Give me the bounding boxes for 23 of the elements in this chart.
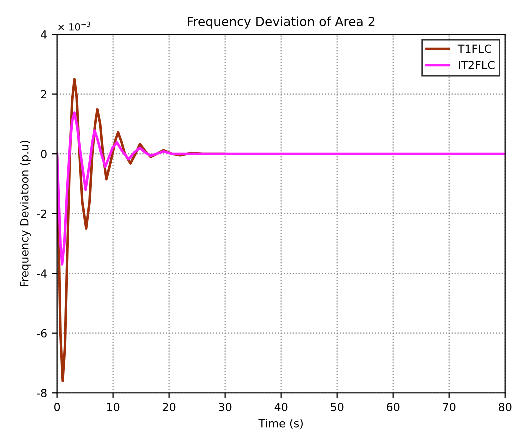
x-tick-label: 20	[163, 403, 176, 412]
chart-title: Frequency Deviation of Area 2	[188, 16, 375, 29]
x-tick-label: 10	[107, 403, 120, 412]
x-tick-label: 60	[387, 403, 400, 412]
x-tick-label: 80	[499, 403, 512, 412]
legend-label: IT2FLC	[458, 61, 495, 70]
x-tick-label: 70	[443, 403, 456, 412]
line-series	[57, 112, 506, 266]
legend-label: T1FLC	[458, 44, 492, 54]
y-tick-label: -8	[37, 389, 47, 398]
y-tick-label: 4	[41, 30, 47, 39]
x-tick-label: 40	[274, 403, 288, 412]
y-tick-label: -4	[37, 270, 47, 278]
x-axis-title: Time (s)	[258, 419, 303, 430]
y-axis-title: Frequency Deviatoon (p.u)	[20, 140, 31, 287]
x-tick-label: 50	[331, 403, 344, 412]
y-tick-label: -6	[37, 329, 47, 338]
y-tick-label: -2	[37, 210, 46, 218]
y-tick-label: 2	[41, 90, 46, 99]
y-tick-label: 0	[41, 150, 47, 158]
x-tick-label: 0	[54, 403, 60, 412]
x-tick-label: 30	[219, 403, 232, 412]
text: × 10$^{−3}$	[58, 22, 90, 31]
